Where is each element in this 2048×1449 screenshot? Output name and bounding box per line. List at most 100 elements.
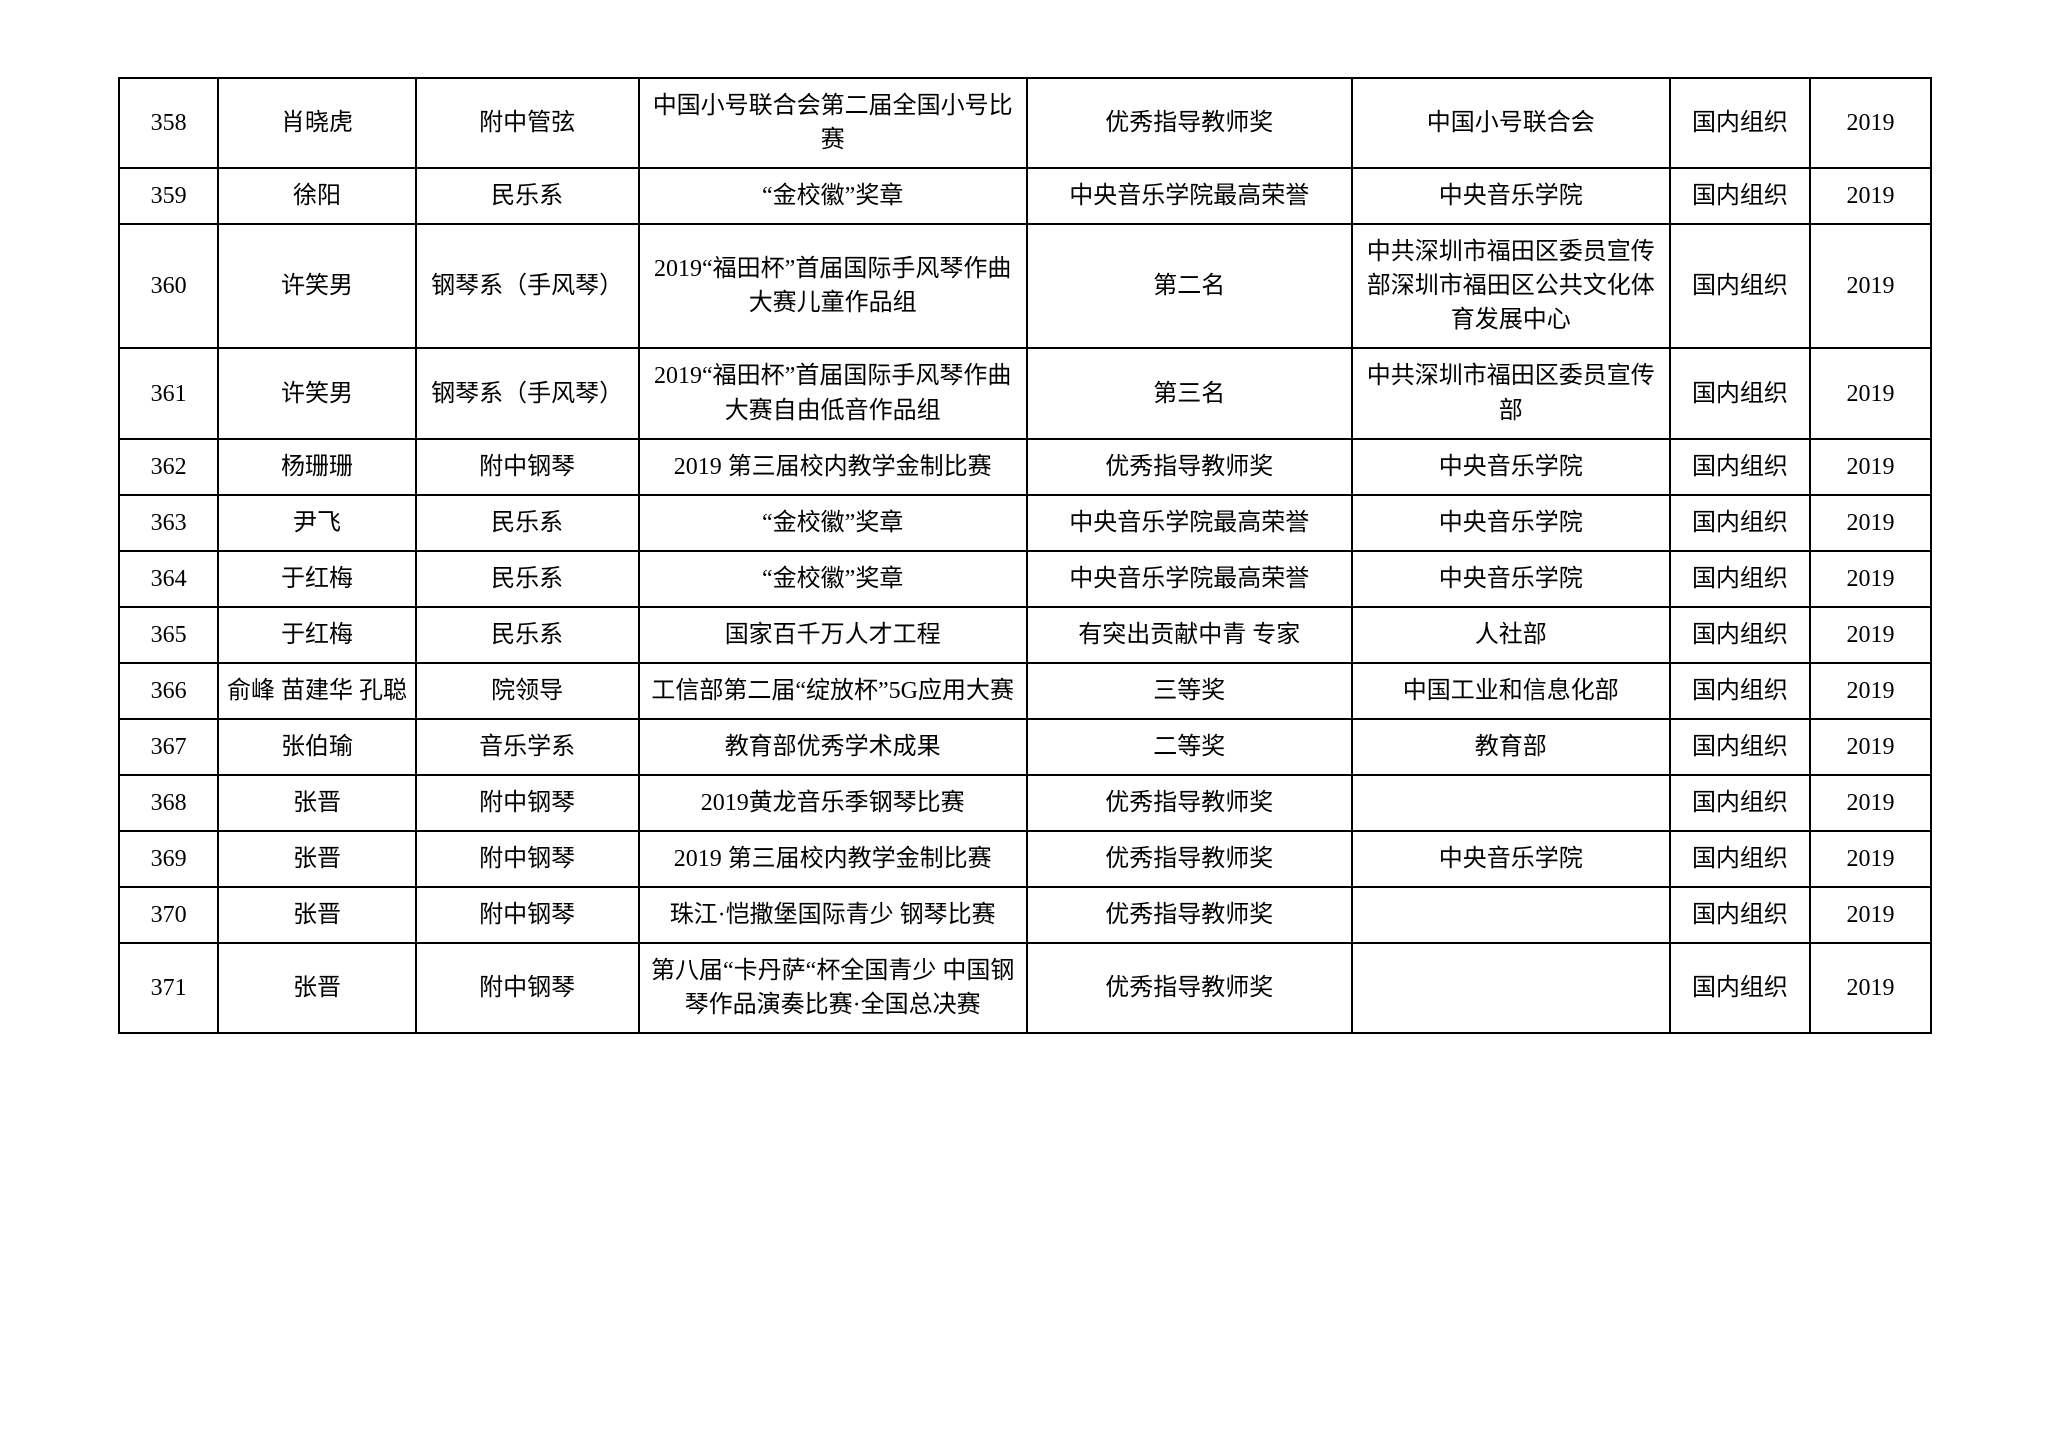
cell-result: 优秀指导教师奖 bbox=[1025, 76, 1353, 170]
cell-award-name: 第八届“卡丹萨“杯全国青少 中国钢琴作品演奏比赛·全国总决赛 bbox=[637, 942, 1028, 1035]
cell-organizer bbox=[1350, 886, 1671, 945]
cell-year: 2019 bbox=[1808, 605, 1933, 664]
cell-department: 附中钢琴 bbox=[414, 886, 640, 945]
cell-award-name: “金校徽”奖章 bbox=[637, 493, 1028, 552]
cell-award-name: 珠江·恺撒堡国际青少 钢琴比赛 bbox=[637, 886, 1028, 945]
cell-award-name: 中国小号联合会第二届全国小号比赛 bbox=[637, 76, 1028, 170]
table-row: 366 俞峰 苗建华 孔聪 院领导 工信部第二届“绽放杯”5G应用大赛 三等奖 … bbox=[117, 661, 1933, 721]
cell-index: 368 bbox=[117, 774, 220, 833]
cell-award-name: 2019 第三届校内教学金制比赛 bbox=[637, 830, 1028, 889]
cell-organizer: 中央音乐学院 bbox=[1350, 437, 1671, 496]
table-row: 363 尹飞 民乐系 “金校徽”奖章 中央音乐学院最高荣誉 中央音乐学院 国内组… bbox=[117, 493, 1933, 552]
cell-organizer: 中央音乐学院 bbox=[1350, 493, 1671, 552]
cell-result: 中央音乐学院最高荣誉 bbox=[1025, 549, 1353, 608]
cell-award-name: 工信部第二届“绽放杯”5G应用大赛 bbox=[637, 661, 1028, 721]
cell-org-type: 国内组织 bbox=[1668, 942, 1811, 1035]
cell-department: 钢琴系（手风琴） bbox=[414, 347, 640, 440]
cell-result: 优秀指导教师奖 bbox=[1025, 437, 1353, 496]
cell-organizer bbox=[1350, 942, 1671, 1035]
cell-org-type: 国内组织 bbox=[1668, 718, 1811, 777]
cell-result: 第二名 bbox=[1025, 223, 1353, 350]
cell-index: 366 bbox=[117, 661, 220, 721]
table-row: 371 张晋 附中钢琴 第八届“卡丹萨“杯全国青少 中国钢琴作品演奏比赛·全国总… bbox=[117, 942, 1933, 1035]
cell-award-name: 教育部优秀学术成果 bbox=[637, 718, 1028, 777]
cell-year: 2019 bbox=[1808, 830, 1933, 889]
cell-organizer: 中国小号联合会 bbox=[1350, 76, 1671, 170]
cell-name: 张伯瑜 bbox=[217, 718, 417, 777]
cell-award-name: 2019 第三届校内教学金制比赛 bbox=[637, 437, 1028, 496]
cell-name: 许笑男 bbox=[217, 223, 417, 350]
cell-department: 民乐系 bbox=[414, 605, 640, 664]
cell-org-type: 国内组织 bbox=[1668, 76, 1811, 170]
cell-org-type: 国内组织 bbox=[1668, 886, 1811, 945]
cell-result: 中央音乐学院最高荣誉 bbox=[1025, 167, 1353, 226]
cell-year: 2019 bbox=[1808, 549, 1933, 608]
table-row: 359 徐阳 民乐系 “金校徽”奖章 中央音乐学院最高荣誉 中央音乐学院 国内组… bbox=[117, 167, 1933, 226]
cell-department: 附中钢琴 bbox=[414, 774, 640, 833]
table-row: 360 许笑男 钢琴系（手风琴） 2019“福田杯”首届国际手风琴作曲大赛儿童作… bbox=[117, 223, 1933, 350]
cell-org-type: 国内组织 bbox=[1668, 661, 1811, 721]
table-row: 369 张晋 附中钢琴 2019 第三届校内教学金制比赛 优秀指导教师奖 中央音… bbox=[117, 830, 1933, 889]
cell-award-name: 2019“福田杯”首届国际手风琴作曲大赛自由低音作品组 bbox=[637, 347, 1028, 440]
cell-index: 367 bbox=[117, 718, 220, 777]
cell-department: 民乐系 bbox=[414, 167, 640, 226]
cell-org-type: 国内组织 bbox=[1668, 347, 1811, 440]
cell-year: 2019 bbox=[1808, 437, 1933, 496]
cell-year: 2019 bbox=[1808, 718, 1933, 777]
cell-organizer bbox=[1350, 774, 1671, 833]
cell-department: 音乐学系 bbox=[414, 718, 640, 777]
cell-year: 2019 bbox=[1808, 942, 1933, 1035]
cell-year: 2019 bbox=[1808, 76, 1933, 170]
cell-organizer: 教育部 bbox=[1350, 718, 1671, 777]
cell-index: 364 bbox=[117, 549, 220, 608]
cell-name: 徐阳 bbox=[217, 167, 417, 226]
cell-result: 中央音乐学院最高荣誉 bbox=[1025, 493, 1353, 552]
cell-department: 附中管弦 bbox=[414, 76, 640, 170]
cell-index: 363 bbox=[117, 493, 220, 552]
cell-name: 俞峰 苗建华 孔聪 bbox=[217, 661, 417, 721]
cell-org-type: 国内组织 bbox=[1668, 830, 1811, 889]
cell-organizer: 中央音乐学院 bbox=[1350, 167, 1671, 226]
table-row: 364 于红梅 民乐系 “金校徽”奖章 中央音乐学院最高荣誉 中央音乐学院 国内… bbox=[117, 549, 1933, 608]
cell-index: 362 bbox=[117, 437, 220, 496]
cell-name: 许笑男 bbox=[217, 347, 417, 440]
cell-organizer: 人社部 bbox=[1350, 605, 1671, 664]
cell-index: 371 bbox=[117, 942, 220, 1035]
cell-year: 2019 bbox=[1808, 661, 1933, 721]
cell-org-type: 国内组织 bbox=[1668, 493, 1811, 552]
cell-department: 附中钢琴 bbox=[414, 437, 640, 496]
table-row: 368 张晋 附中钢琴 2019黄龙音乐季钢琴比赛 优秀指导教师奖 国内组织 2… bbox=[117, 774, 1933, 833]
cell-department: 院领导 bbox=[414, 661, 640, 721]
cell-org-type: 国内组织 bbox=[1668, 605, 1811, 664]
awards-table-body: 358 肖晓虎 附中管弦 中国小号联合会第二届全国小号比赛 优秀指导教师奖 中国… bbox=[117, 76, 1933, 1035]
cell-result: 优秀指导教师奖 bbox=[1025, 942, 1353, 1035]
cell-index: 358 bbox=[117, 76, 220, 170]
cell-name: 张晋 bbox=[217, 942, 417, 1035]
cell-organizer: 中共深圳市福田区委员宣传部 bbox=[1350, 347, 1671, 440]
cell-result: 有突出贡献中青 专家 bbox=[1025, 605, 1353, 664]
cell-name: 肖晓虎 bbox=[217, 76, 417, 170]
table-row: 367 张伯瑜 音乐学系 教育部优秀学术成果 二等奖 教育部 国内组织 2019 bbox=[117, 718, 1933, 777]
table-row: 362 杨珊珊 附中钢琴 2019 第三届校内教学金制比赛 优秀指导教师奖 中央… bbox=[117, 437, 1933, 496]
cell-award-name: 2019“福田杯”首届国际手风琴作曲大赛儿童作品组 bbox=[637, 223, 1028, 350]
table-row: 370 张晋 附中钢琴 珠江·恺撒堡国际青少 钢琴比赛 优秀指导教师奖 国内组织… bbox=[117, 886, 1933, 945]
cell-result: 第三名 bbox=[1025, 347, 1353, 440]
cell-department: 民乐系 bbox=[414, 493, 640, 552]
cell-department: 钢琴系（手风琴） bbox=[414, 223, 640, 350]
cell-year: 2019 bbox=[1808, 774, 1933, 833]
cell-result: 三等奖 bbox=[1025, 661, 1353, 721]
cell-award-name: “金校徽”奖章 bbox=[637, 167, 1028, 226]
cell-name: 张晋 bbox=[217, 830, 417, 889]
cell-year: 2019 bbox=[1808, 223, 1933, 350]
table-row: 361 许笑男 钢琴系（手风琴） 2019“福田杯”首届国际手风琴作曲大赛自由低… bbox=[117, 347, 1933, 440]
cell-name: 于红梅 bbox=[217, 549, 417, 608]
cell-name: 尹飞 bbox=[217, 493, 417, 552]
cell-name: 于红梅 bbox=[217, 605, 417, 664]
cell-org-type: 国内组织 bbox=[1668, 223, 1811, 350]
cell-org-type: 国内组织 bbox=[1668, 167, 1811, 226]
cell-organizer: 中央音乐学院 bbox=[1350, 549, 1671, 608]
cell-org-type: 国内组织 bbox=[1668, 549, 1811, 608]
cell-index: 365 bbox=[117, 605, 220, 664]
cell-org-type: 国内组织 bbox=[1668, 774, 1811, 833]
